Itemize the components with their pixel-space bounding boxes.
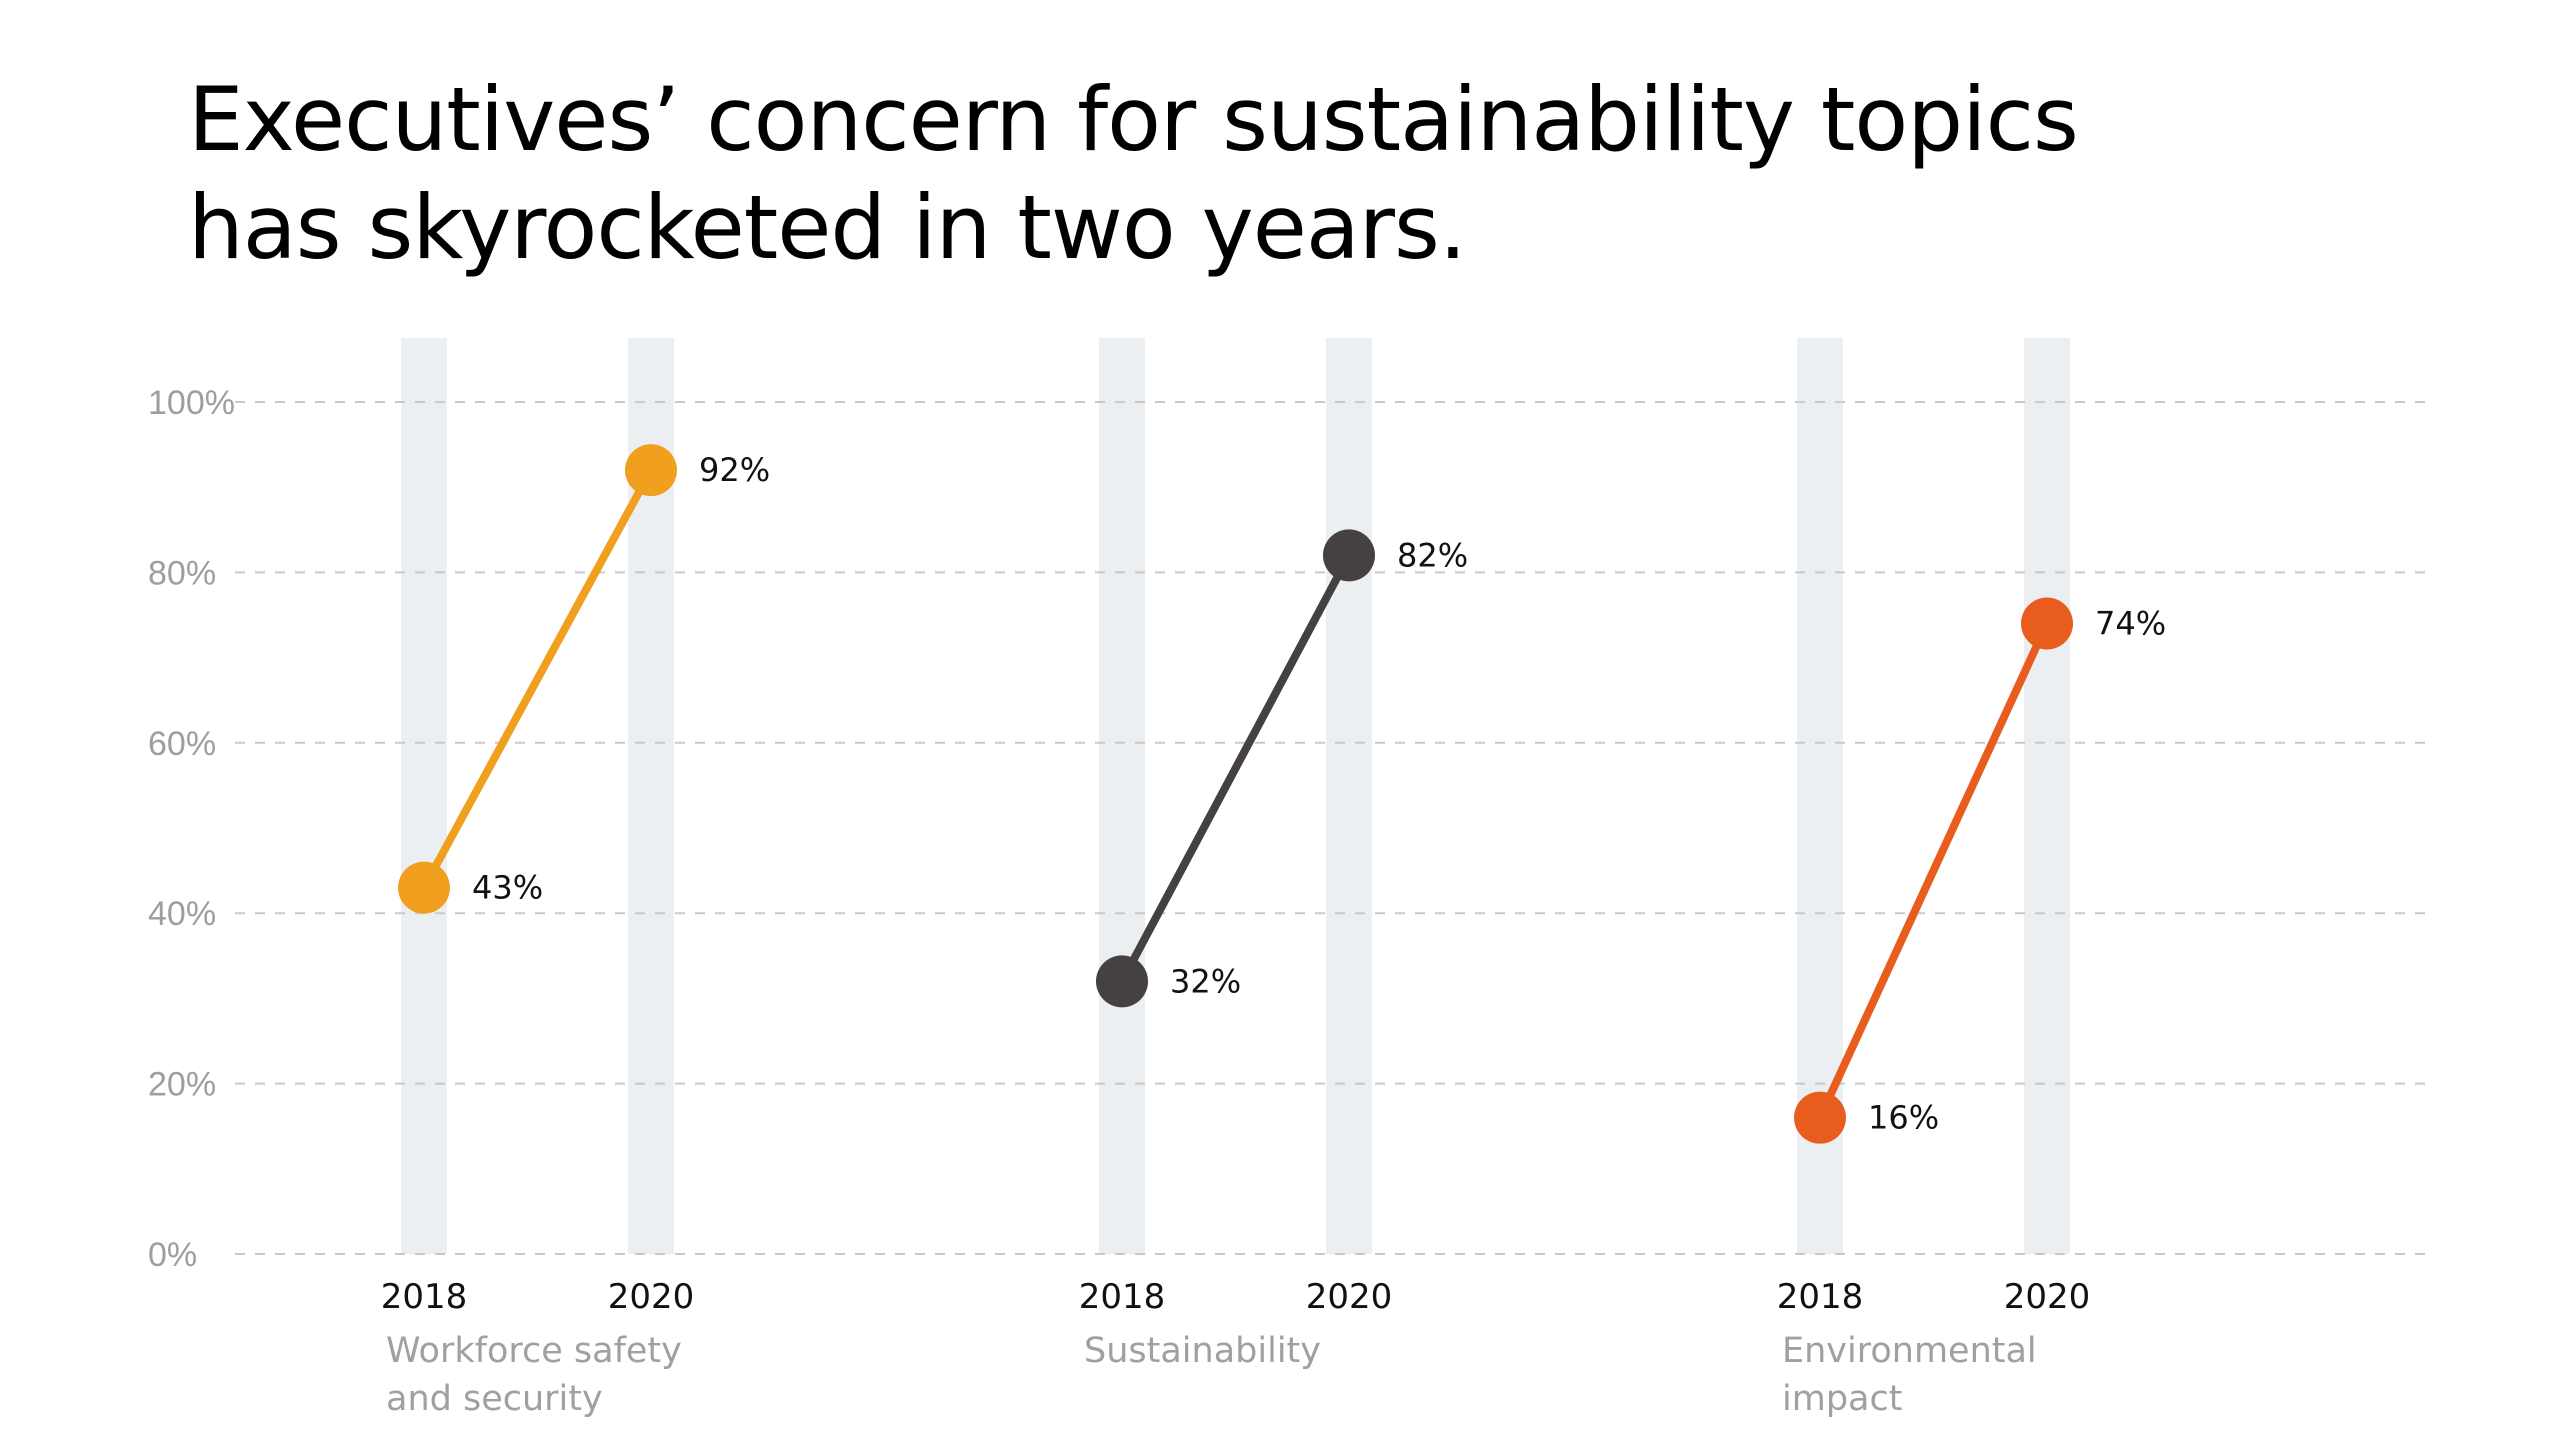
chart-title-line-1: Executives’ concern for sustainability t…	[188, 68, 2079, 171]
series-group: 43% 92% 32% 82% 16% 74%	[398, 444, 2166, 1144]
slope-line	[1816, 619, 2051, 1122]
year-label: 2020	[1306, 1277, 1393, 1317]
group-label: Workforce safety	[386, 1331, 682, 1371]
y-tick-label: 0%	[148, 1236, 197, 1274]
y-axis-ticks: 0% 20% 40% 60% 80% 100%	[148, 384, 235, 1274]
group-label: Sustainability	[1084, 1331, 1321, 1371]
data-point-2020	[625, 444, 677, 497]
data-label: 74%	[2095, 605, 2166, 643]
year-band-1-2018	[1099, 338, 1145, 1254]
chart-title: Executives’ concern for sustainability t…	[188, 66, 2388, 282]
data-label: 16%	[1868, 1099, 1939, 1137]
data-point-2018	[1096, 955, 1148, 1008]
year-band-2-2020	[2024, 338, 2070, 1254]
x-axis-labels: 2018 2020 Workforce safety and security 2018…	[381, 1277, 2091, 1419]
data-point-2020	[2021, 597, 2073, 650]
y-tick-label: 100%	[148, 384, 235, 422]
data-point-2020	[1323, 529, 1375, 582]
data-label: 32%	[1170, 962, 1241, 1000]
group-label: and security	[386, 1379, 603, 1419]
year-label: 2020	[608, 1277, 695, 1317]
data-point-2018	[398, 861, 450, 914]
data-point-2018	[1794, 1091, 1846, 1144]
slope-line	[1118, 551, 1353, 986]
series-environmental-impact: 16% 74%	[1794, 597, 2166, 1144]
y-tick-label: 40%	[148, 895, 216, 933]
data-label: 43%	[472, 869, 543, 907]
year-label: 2018	[381, 1277, 468, 1317]
year-band-1-2020	[1326, 338, 1372, 1254]
chart-title-line-2: has skyrocketed in two years.	[188, 176, 1467, 279]
year-band-0-2018	[401, 338, 447, 1254]
data-label: 92%	[699, 451, 770, 489]
slope-line	[420, 466, 655, 892]
year-label: 2018	[1079, 1277, 1166, 1317]
series-workforce-safety-and-security: 43% 92%	[398, 444, 770, 914]
gridlines	[235, 401, 2425, 1255]
y-tick-label: 60%	[148, 725, 216, 763]
data-label: 82%	[1397, 536, 1468, 574]
y-tick-label: 80%	[148, 554, 216, 592]
year-label: 2018	[1777, 1277, 1864, 1317]
series-sustainability: 32% 82%	[1096, 529, 1468, 1008]
group-label: Environmental	[1782, 1331, 2037, 1371]
y-tick-label: 20%	[148, 1066, 216, 1104]
group-label: impact	[1782, 1379, 1902, 1419]
year-label: 2020	[2004, 1277, 2091, 1317]
